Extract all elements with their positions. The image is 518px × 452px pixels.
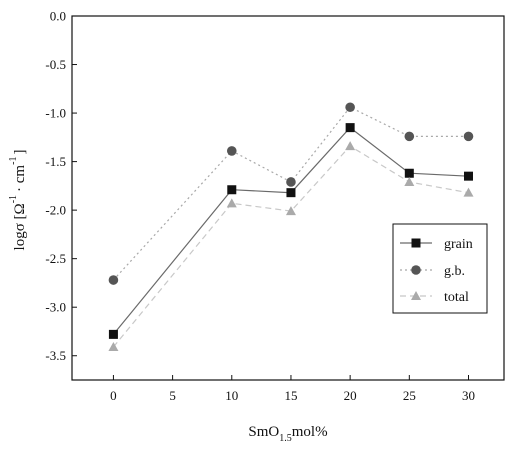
plot-frame bbox=[71, 15, 505, 381]
legend-label-total: total bbox=[444, 290, 469, 305]
series-gb bbox=[108, 102, 474, 285]
data-point-total bbox=[285, 206, 296, 216]
series-line-total bbox=[112, 145, 469, 348]
x-axis-title-base: SmO bbox=[248, 424, 279, 440]
y-axis-title-mid: · cm bbox=[12, 165, 28, 192]
legend: grain g.b. total bbox=[392, 223, 488, 314]
data-point-grain bbox=[345, 123, 355, 133]
data-point-grain bbox=[463, 171, 473, 181]
data-point-grain bbox=[286, 188, 296, 198]
y-tick-label: -1.0 bbox=[45, 106, 66, 121]
x-tick-label: 25 bbox=[403, 388, 416, 403]
data-point-gb bbox=[226, 146, 237, 156]
series-total bbox=[108, 141, 474, 351]
x-axis-title-sub: 1.5 bbox=[279, 433, 292, 444]
x-tick-label: 20 bbox=[344, 388, 357, 403]
data-point-gb bbox=[404, 131, 415, 142]
data-point-total bbox=[463, 187, 474, 197]
x-tick-label: 0 bbox=[110, 388, 117, 403]
y-axis-title-end: ] bbox=[12, 150, 28, 155]
data-point-grain bbox=[108, 329, 118, 339]
legend-label-grain: grain bbox=[444, 237, 473, 252]
y-tick-label: -3.0 bbox=[45, 300, 66, 315]
legend-item-gb: g.b. bbox=[400, 264, 465, 279]
series-line-gb bbox=[112, 106, 469, 281]
y-axis-title: logσ [Ω-1· cm-1] bbox=[8, 150, 28, 251]
data-point-total bbox=[345, 141, 356, 151]
y-axis-title-sup1: -1 bbox=[8, 195, 19, 203]
legend-box bbox=[392, 223, 488, 314]
data-point-total bbox=[226, 198, 237, 208]
y-axis: 0.0 -0.5 -1.0 -1.5 -2.0 -2.5 -3.0 -3.5 bbox=[45, 9, 77, 363]
x-axis: 0 5 10 15 20 25 30 bbox=[110, 375, 475, 403]
x-tick-label: 30 bbox=[462, 388, 475, 403]
data-point-total bbox=[404, 176, 415, 186]
data-point-gb bbox=[286, 177, 296, 187]
legend-marker-grain bbox=[411, 238, 421, 248]
y-axis-title-base: logσ [Ω bbox=[12, 203, 28, 250]
y-tick-label: -3.5 bbox=[45, 348, 66, 363]
series-grain bbox=[108, 123, 473, 339]
legend-label-gb: g.b. bbox=[444, 264, 465, 279]
data-point-gb bbox=[463, 131, 474, 142]
y-tick-label: -2.5 bbox=[45, 251, 66, 266]
legend-marker-gb bbox=[411, 265, 421, 275]
x-axis-title: SmO1.5mol% bbox=[248, 424, 327, 444]
y-tick-label: -2.0 bbox=[45, 203, 66, 218]
x-axis-title-rest: mol% bbox=[292, 424, 328, 440]
y-tick-label: -1.5 bbox=[45, 154, 66, 169]
x-tick-label: 15 bbox=[284, 388, 297, 403]
data-point-grain bbox=[404, 168, 414, 178]
legend-item-grain: grain bbox=[400, 237, 473, 252]
x-tick-label: 10 bbox=[225, 388, 238, 403]
y-axis-title-sup2: -1 bbox=[8, 157, 19, 165]
y-tick-label: 0.0 bbox=[50, 9, 66, 24]
y-tick-label: -0.5 bbox=[45, 57, 66, 72]
x-tick-label: 5 bbox=[169, 388, 176, 403]
legend-item-total: total bbox=[400, 290, 469, 305]
data-point-total bbox=[108, 341, 119, 351]
series-layer bbox=[108, 102, 474, 351]
data-point-gb bbox=[345, 102, 355, 113]
series-line-grain bbox=[112, 126, 469, 335]
data-point-grain bbox=[227, 185, 237, 195]
legend-marker-total bbox=[411, 291, 421, 300]
data-point-gb bbox=[108, 275, 119, 285]
